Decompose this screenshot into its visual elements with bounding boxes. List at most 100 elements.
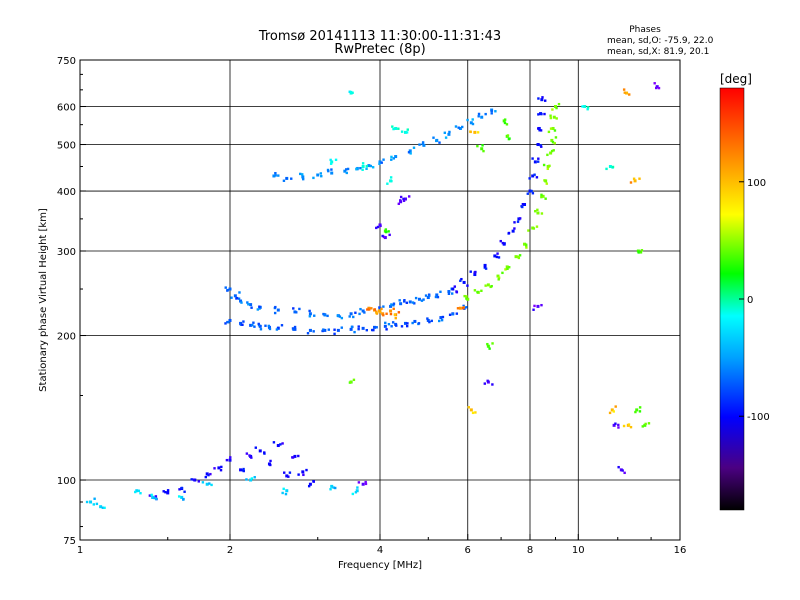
data-point	[531, 157, 534, 160]
data-point	[375, 326, 378, 329]
data-point	[503, 121, 507, 125]
data-point	[166, 489, 170, 492]
data-point	[258, 305, 261, 308]
data-point	[638, 177, 641, 180]
data-point	[454, 125, 458, 128]
data-point	[288, 471, 292, 474]
data-point	[327, 169, 330, 173]
data-point	[293, 454, 297, 458]
data-point	[629, 181, 633, 184]
data-point	[209, 472, 212, 476]
data-point	[204, 475, 207, 479]
data-point	[394, 126, 398, 130]
data-point	[205, 472, 209, 476]
data-point	[385, 328, 388, 331]
data-point	[617, 423, 620, 427]
data-point	[295, 311, 298, 314]
data-point	[183, 490, 186, 493]
data-point	[466, 284, 469, 287]
data-point	[553, 129, 557, 132]
data-point	[249, 478, 253, 482]
data-point	[308, 315, 312, 318]
y-tick-label: 600	[57, 103, 76, 114]
data-point	[518, 217, 522, 220]
data-point	[297, 454, 300, 458]
data-point	[301, 175, 305, 179]
data-point	[352, 378, 356, 382]
data-point	[366, 308, 369, 311]
data-point	[544, 179, 547, 183]
data-point	[364, 482, 368, 486]
data-point	[242, 467, 245, 471]
data-point	[644, 422, 647, 426]
data-point	[550, 149, 554, 153]
data-point	[540, 212, 544, 215]
data-point	[389, 312, 393, 316]
data-point	[373, 308, 377, 311]
data-point	[536, 304, 540, 308]
data-point	[178, 488, 181, 491]
data-point	[617, 426, 620, 429]
data-point	[225, 458, 229, 462]
data-point	[617, 465, 620, 469]
data-point	[421, 142, 424, 146]
data-point	[439, 290, 442, 294]
data-point	[205, 482, 209, 486]
data-point	[242, 320, 245, 323]
data-point	[543, 112, 546, 116]
data-point	[541, 96, 544, 99]
data-point	[542, 163, 546, 167]
data-point	[239, 468, 243, 472]
phase-stats-x: mean, sd,X: 81.9, 20.1	[607, 47, 709, 57]
data-point	[486, 342, 489, 346]
data-point	[457, 126, 460, 129]
data-point	[349, 312, 353, 316]
data-point	[456, 307, 460, 310]
data-point	[322, 312, 325, 316]
data-point	[545, 182, 548, 185]
data-point	[586, 107, 589, 111]
data-point	[399, 195, 403, 199]
data-point	[496, 252, 499, 255]
x-tick-label: 1	[77, 545, 83, 556]
data-point	[358, 312, 361, 316]
data-point	[95, 502, 99, 506]
data-point	[513, 227, 516, 230]
data-point	[439, 316, 443, 320]
phase-stats-header: Phases	[629, 25, 661, 35]
data-point	[351, 91, 354, 94]
data-point	[397, 127, 400, 130]
data-point	[154, 495, 158, 498]
data-point	[357, 481, 361, 484]
data-point	[380, 307, 383, 311]
y-tick-label: 750	[57, 56, 76, 67]
data-point	[633, 179, 637, 183]
data-point	[405, 301, 408, 305]
data-point	[477, 115, 480, 118]
data-point	[383, 324, 387, 328]
data-point	[301, 470, 305, 474]
data-point	[627, 423, 631, 426]
data-point	[237, 297, 241, 300]
data-point	[507, 231, 511, 235]
data-point	[308, 312, 312, 316]
data-point	[482, 149, 485, 153]
y-tick-label: 400	[57, 187, 76, 198]
data-point	[370, 328, 374, 332]
data-point	[497, 276, 501, 279]
data-point	[348, 90, 351, 93]
data-point	[551, 140, 555, 144]
data-point	[544, 99, 547, 102]
data-point	[390, 158, 393, 161]
data-point	[653, 82, 656, 85]
data-point	[636, 249, 640, 253]
data-point	[403, 197, 407, 201]
data-point	[319, 172, 323, 175]
data-point	[263, 451, 266, 454]
data-point	[528, 177, 531, 180]
data-point	[399, 200, 403, 204]
data-point	[531, 192, 535, 195]
data-point	[330, 160, 334, 164]
data-point	[466, 118, 469, 122]
data-points	[85, 82, 661, 510]
